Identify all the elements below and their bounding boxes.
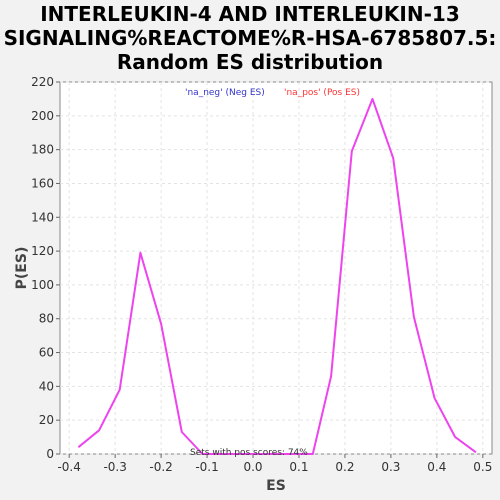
x-tick-label: -0.4 [57, 460, 80, 474]
pos-scores-annotation: Sets with pos scores: 74% [190, 448, 308, 458]
y-tick-label: 120 [31, 244, 54, 258]
y-tick-label: 160 [31, 176, 54, 190]
plot-area [59, 81, 493, 455]
chart-title-line-3: Random ES distribution [116, 50, 384, 74]
series-layer [77, 97, 477, 455]
y-tick-label: 20 [39, 413, 54, 427]
x-tick-label: 0.5 [473, 460, 492, 474]
x-tick-label: -0.3 [103, 460, 126, 474]
y-tick-label: 0 [46, 447, 54, 461]
x-axis-label: ES [266, 478, 286, 494]
x-axis-ticks: -0.4 -0.3 -0.2 -0.1 0.0 0.1 0.2 0.3 0.4 0.5 [57, 454, 492, 474]
y-tick-label: 200 [31, 109, 54, 123]
y-tick-label: 140 [31, 210, 54, 224]
y-tick-label: 80 [39, 312, 54, 326]
x-tick-label: 0.3 [381, 460, 400, 474]
es-distribution-line [77, 97, 477, 455]
chart-title-line-1: INTERLEUKIN-4 AND INTERLEUKIN-13 [40, 2, 460, 26]
y-tick-label: 40 [39, 379, 54, 393]
chart-title: INTERLEUKIN-4 AND INTERLEUKIN-13 SIGNALI… [0, 2, 500, 74]
x-tick-label: -0.2 [149, 460, 172, 474]
x-tick-label: 0.2 [335, 460, 354, 474]
y-tick-label: 220 [31, 75, 54, 89]
chart-title-line-2: SIGNALING%REACTOME%R-HSA-6785807.5: [3, 26, 497, 50]
y-tick-label: 60 [39, 346, 54, 360]
x-tick-label: -0.1 [195, 460, 218, 474]
x-tick-label: 0.0 [243, 460, 262, 474]
x-tick-label: 0.1 [289, 460, 308, 474]
y-tick-label: 100 [31, 278, 54, 292]
legend-pos-es: 'na_pos' (Pos ES) [284, 88, 360, 98]
y-axis-label: P(ES) [14, 247, 30, 290]
y-tick-label: 180 [31, 143, 54, 157]
y-axis-ticks: 0 20 40 60 80 100 120 140 160 180 200 220 [31, 75, 60, 461]
x-tick-label: 0.4 [427, 460, 446, 474]
grid-lines [60, 81, 492, 455]
legend-neg-es: 'na_neg' (Neg ES) [185, 88, 265, 98]
